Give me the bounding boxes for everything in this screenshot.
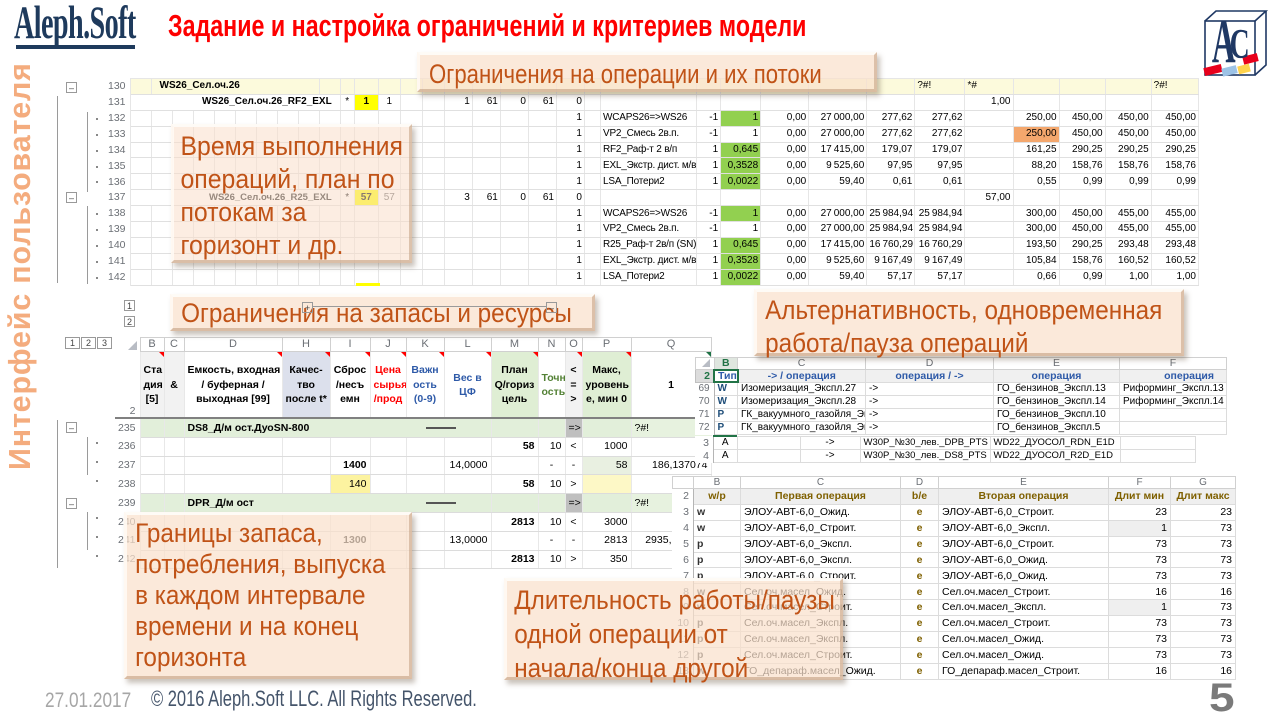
svg-text:С: С: [1230, 20, 1250, 67]
svg-text:А: А: [1212, 7, 1236, 76]
